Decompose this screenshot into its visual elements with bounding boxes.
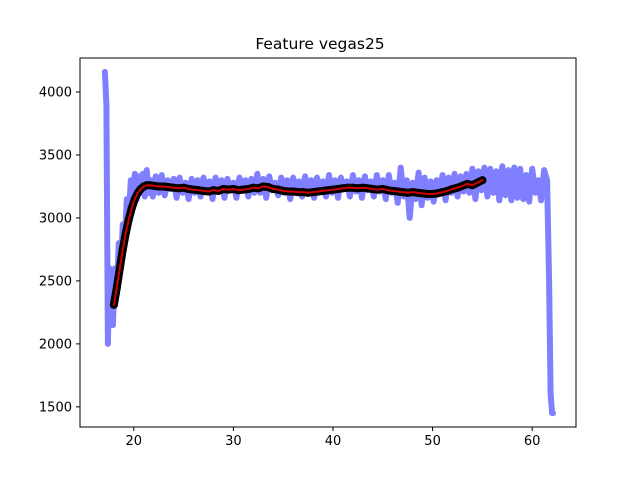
y-tick-label: 1500 xyxy=(39,400,72,415)
y-tick-label: 3000 xyxy=(39,211,72,226)
x-tick-label: 30 xyxy=(225,434,242,449)
series-line-smooth xyxy=(112,179,484,306)
x-tick-label: 60 xyxy=(524,434,541,449)
x-tick-label: 20 xyxy=(126,434,143,449)
x-tick-label: 50 xyxy=(424,434,441,449)
x-tick-label: 40 xyxy=(325,434,342,449)
y-tick-label: 2000 xyxy=(39,337,72,352)
plot-area xyxy=(101,68,557,417)
y-tick-label: 3500 xyxy=(39,148,72,163)
plot-frame xyxy=(79,57,577,428)
chart-title: Feature vegas25 xyxy=(255,35,384,53)
axes: 20 30 40 50 60 1500 2000 2500 3000 3500 4000 xyxy=(39,57,577,449)
y-tick-label: 4000 xyxy=(39,86,72,101)
y-tick-label: 2500 xyxy=(39,274,72,289)
